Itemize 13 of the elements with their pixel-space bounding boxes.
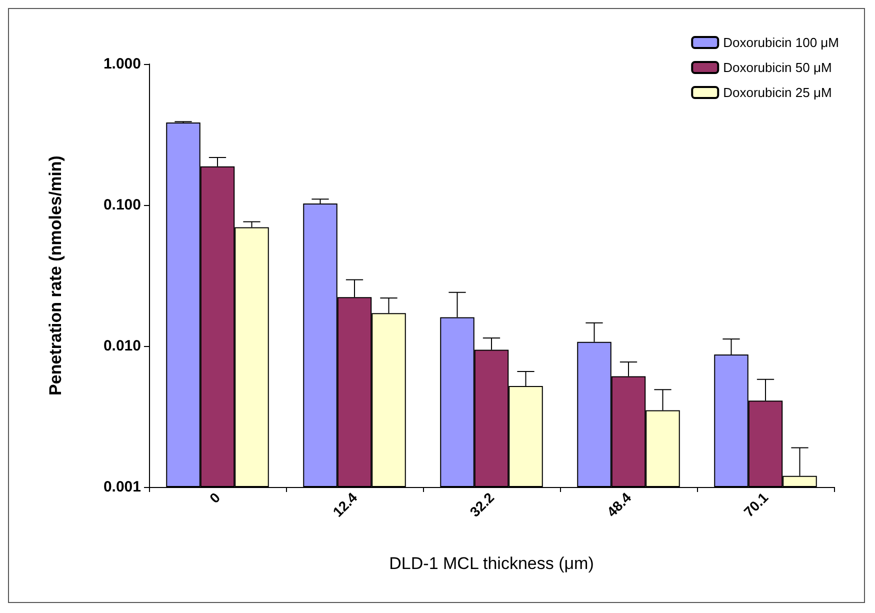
y-tick-label: 0.001 xyxy=(103,478,141,496)
x-tick-label: 48.4 xyxy=(604,489,634,520)
y-tick-label: 1.000 xyxy=(103,56,141,72)
x-tick-label: 32.2 xyxy=(466,489,498,520)
legend-label: Doxorubicin 50 μM xyxy=(723,60,832,75)
x-tick-label: 70.1 xyxy=(740,489,772,520)
x-tick-label: 0 xyxy=(206,489,224,506)
x-axis-title: DLD-1 MCL thickness (μm) xyxy=(389,554,594,573)
legend-label: Doxorubicin 25 μM xyxy=(723,85,832,100)
legend-label: Doxorubicin 100 μM xyxy=(723,35,840,50)
y-tick-label: 0.010 xyxy=(103,338,141,354)
y-axis-title: Penetration rate (nmoles/min) xyxy=(46,156,65,396)
y-tick-label: 0.100 xyxy=(103,196,141,214)
